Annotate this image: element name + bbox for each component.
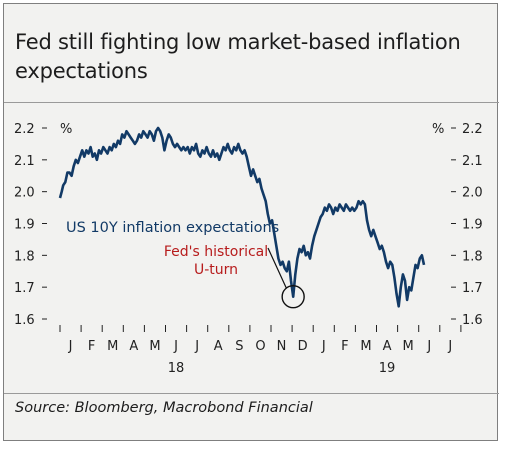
x-month-label: F xyxy=(341,339,348,354)
annotation-text: Fed's historical xyxy=(164,244,268,260)
y-tick-label-right: 1.7 xyxy=(462,281,483,296)
title-divider xyxy=(4,102,499,103)
x-month-label: A xyxy=(129,339,138,354)
x-month-label: M xyxy=(149,339,160,354)
annotation-text: U-turn xyxy=(194,262,238,278)
y-tick-label-right: 1.9 xyxy=(462,218,483,233)
y-tick-label-left: 1.9 xyxy=(14,218,35,233)
y-tick-label-left: 2.0 xyxy=(14,186,35,201)
x-axis: J F M A M J J A S O N D J F M A M J J18 19 xyxy=(59,325,462,376)
y-axis-left: 2.2 2.1 2.0 1.9 1.8 1.7 1.6% xyxy=(14,122,72,328)
y-tick-label-right: 2.1 xyxy=(462,154,483,169)
x-month-label: J xyxy=(447,339,452,354)
x-month-label: J xyxy=(173,339,178,354)
y-tick-label-left: 2.1 xyxy=(14,154,35,169)
annotation-circle xyxy=(281,285,305,309)
x-month-label: M xyxy=(403,339,414,354)
x-month-label: N xyxy=(277,339,287,354)
x-month-label: S xyxy=(235,339,243,354)
x-month-label: A xyxy=(214,339,223,354)
y-tick-label-left: 1.6 xyxy=(14,313,35,328)
series-line-us-10y-inflation-expectations xyxy=(58,126,426,308)
chart-card: Fed still fighting low market-based infl… xyxy=(3,3,499,441)
x-month-label: J xyxy=(426,339,431,354)
y-axis-right: 2.2 2.1 2.0 1.9 1.8 1.7 1.6% xyxy=(432,122,483,328)
x-month-label: J xyxy=(321,339,326,354)
y-tick-label-left: 1.8 xyxy=(14,249,35,264)
y-tick-label-right: 1.8 xyxy=(462,249,483,264)
x-year-label: 19 xyxy=(379,361,396,376)
x-month-label: A xyxy=(383,339,392,354)
y-unit-right: % xyxy=(432,122,444,137)
x-month-label: M xyxy=(360,339,371,354)
chart-title: Fed still fighting low market-based infl… xyxy=(15,30,461,83)
series-layer xyxy=(58,126,426,308)
source-note: Source: Bloomberg, Macrobond Financial xyxy=(15,400,313,416)
y-tick-label-left: 2.2 xyxy=(14,122,35,137)
x-month-label: J xyxy=(194,339,199,354)
y-tick-label-right: 1.6 xyxy=(462,313,483,328)
x-month-label: J xyxy=(68,339,73,354)
y-tick-label-right: 2.2 xyxy=(462,122,483,137)
x-year-label: 18 xyxy=(168,361,185,376)
x-month-label: D xyxy=(298,339,308,354)
x-month-label: F xyxy=(88,339,95,354)
series-label: US 10Y inflation expectations xyxy=(66,220,279,236)
x-month-label: M xyxy=(107,339,118,354)
x-month-label: O xyxy=(255,339,265,354)
annotation-layer: US 10Y inflation expectations Fed's histo… xyxy=(66,220,305,309)
y-tick-label-right: 2.0 xyxy=(462,186,483,201)
annotation-leader-line xyxy=(267,247,287,288)
y-unit-left: % xyxy=(60,122,72,137)
y-tick-label-left: 1.7 xyxy=(14,281,35,296)
source-divider xyxy=(4,393,499,394)
